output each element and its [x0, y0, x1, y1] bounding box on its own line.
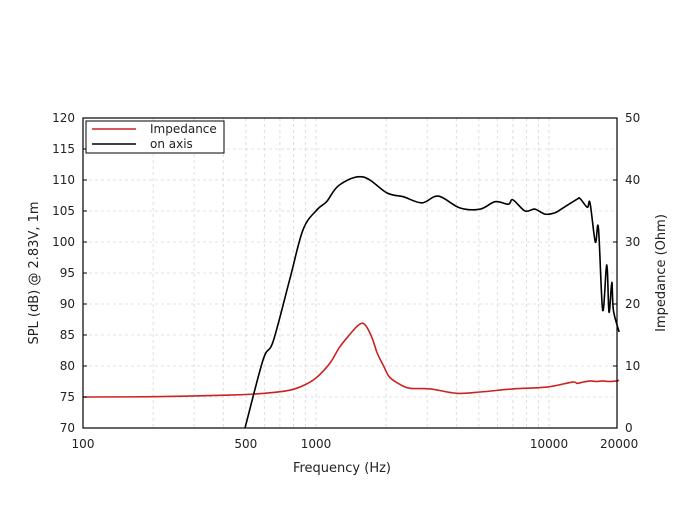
x-tick-label: 20000	[600, 437, 638, 451]
grid	[83, 118, 617, 428]
y-tick-label: 95	[60, 266, 75, 280]
legend-label-impedance: Impedance	[150, 122, 217, 136]
x-axis-label: Frequency (Hz)	[293, 461, 391, 476]
series-line-impedance	[82, 322, 620, 398]
ticks: 100 500 1000 10000 2000070758085909510010511…	[52, 111, 640, 451]
legend-label-on-axis: on axis	[150, 137, 193, 151]
x-tick-label: 500	[234, 437, 257, 451]
y-right-tick-label: 50	[625, 111, 640, 125]
series-layer	[82, 175, 620, 429]
y-tick-label: 75	[60, 390, 75, 404]
y-tick-label: 120	[52, 111, 75, 125]
y-tick-label: 85	[60, 328, 75, 342]
y-right-tick-label: 0	[625, 421, 633, 435]
y-tick-label: 80	[60, 359, 75, 373]
y-tick-label: 110	[52, 173, 75, 187]
legend-box	[85, 120, 225, 154]
x-tick-label: 10000	[530, 437, 568, 451]
y-tick-label: 90	[60, 297, 75, 311]
x-tick-label: 1000	[301, 437, 332, 451]
y-right-axis-label: Impedance (Ohm)	[654, 214, 669, 332]
y-tick-label: 115	[52, 142, 75, 156]
series-line-on-axis	[244, 175, 620, 429]
y-tick-label: 100	[52, 235, 75, 249]
y-tick-label: 105	[52, 204, 75, 218]
y-axis-label: SPL (dB) @ 2.83V, 1m	[27, 201, 42, 344]
x-tick-label: 100	[72, 437, 95, 451]
legend: Impedance on axis	[85, 120, 225, 154]
y-right-tick-label: 30	[625, 235, 640, 249]
y-right-tick-label: 40	[625, 173, 640, 187]
y-right-tick-label: 10	[625, 359, 640, 373]
y-tick-label: 70	[60, 421, 75, 435]
y-right-tick-label: 20	[625, 297, 640, 311]
